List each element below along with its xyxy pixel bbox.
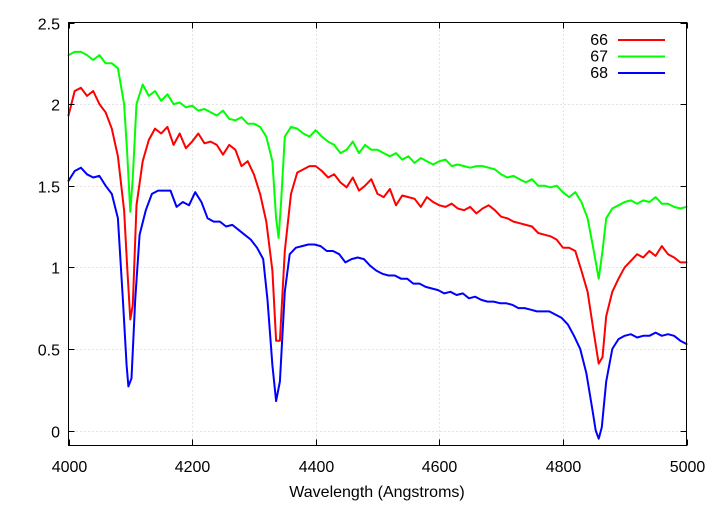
x-tick-label: 4600 (422, 459, 458, 476)
y-tick-label: 2 (51, 98, 60, 115)
series-line-68 (67, 166, 688, 440)
legend-label-67: 67 (590, 49, 608, 66)
y-tick-label: 1 (51, 261, 60, 278)
y-tick-label: 2.5 (38, 17, 60, 34)
y-tick-label: 1.5 (38, 180, 60, 197)
series-line-67 (67, 50, 688, 280)
y-tick-label: 0 (51, 425, 60, 442)
y-tick-label: 0.5 (38, 343, 60, 360)
series-line-66 (67, 86, 688, 365)
x-tick-label: 4200 (175, 459, 211, 476)
series-lines (67, 50, 688, 440)
x-tick-label: 4000 (52, 459, 88, 476)
x-tick-label: 4800 (546, 459, 582, 476)
x-tick-label: 4400 (299, 459, 335, 476)
x-tick-label: 5000 (670, 459, 706, 476)
axis-ticks: 4000 4200 4400 4600 4800 5000 0 0.5 1 1.5 2 2.5 (38, 17, 706, 477)
grid-lines (68, 22, 687, 446)
legend-label-68: 68 (590, 65, 608, 82)
x-axis-label: Wavelength (Angstroms) (289, 484, 464, 501)
legend-label-66: 66 (590, 32, 608, 49)
plot-frame (68, 22, 687, 446)
